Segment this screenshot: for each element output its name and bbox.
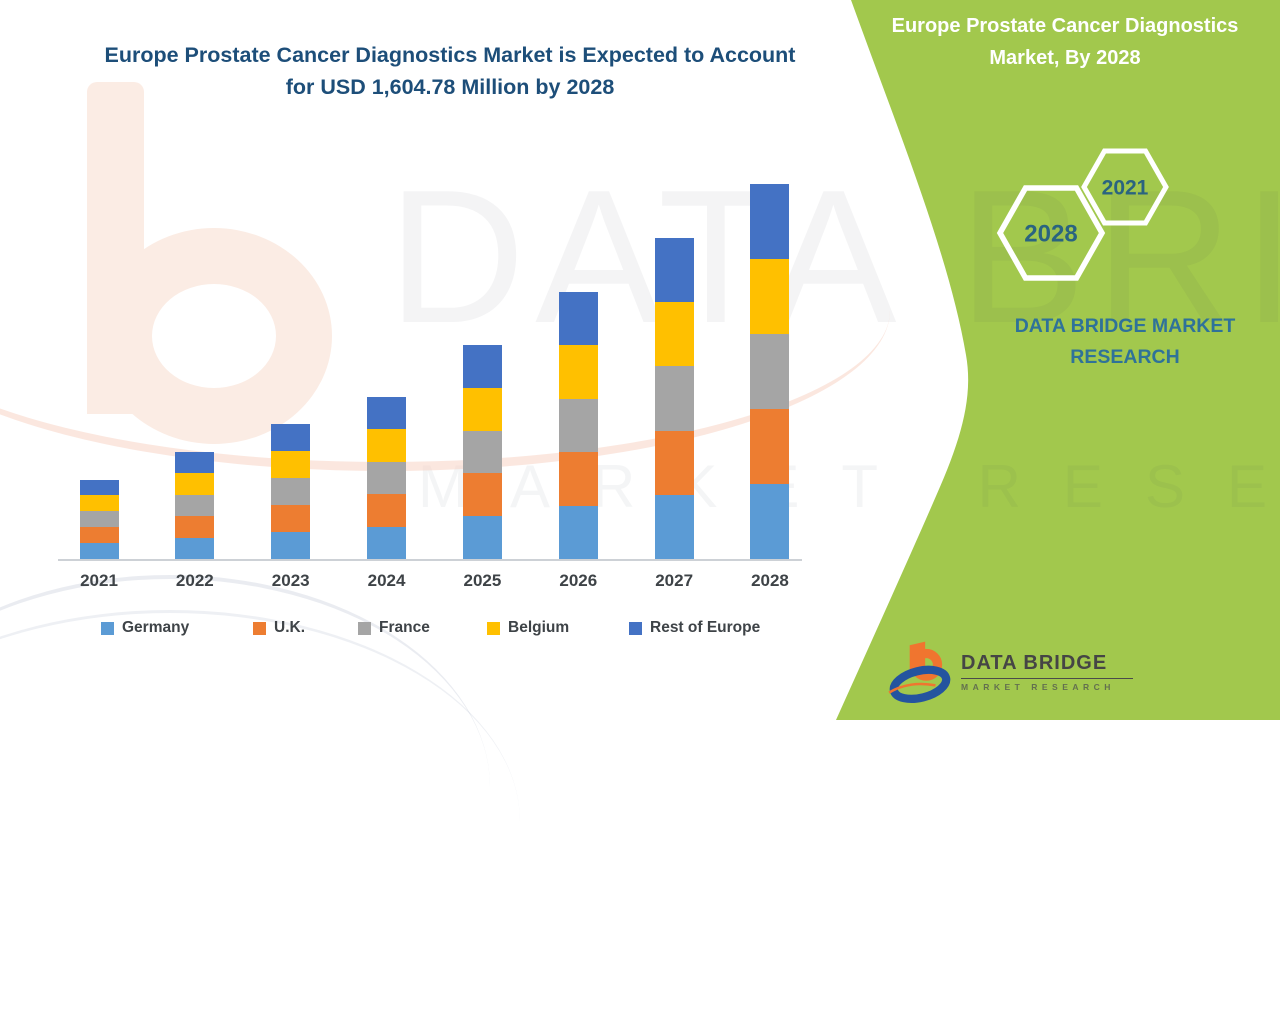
brand-text-line2: RESEARCH — [1070, 346, 1180, 368]
bar-segment-restofeurope-2028 — [750, 184, 790, 259]
bar-segment-belgium-2025 — [462, 387, 502, 431]
legend-label-belgium: Belgium — [508, 619, 570, 636]
logo-name-text: DATA BRIDGE — [961, 651, 1108, 674]
bar-segment-germany-2023 — [271, 532, 311, 559]
side-panel-title-line2: Market, By 2028 — [989, 47, 1141, 69]
watermark-pink-swoosh — [0, 150, 890, 471]
bar-segment-uk-2025 — [462, 473, 502, 517]
bar-segment-germany-2021 — [79, 543, 119, 559]
stacked-bar-chart — [60, 180, 800, 559]
bar-2025 — [462, 345, 502, 559]
bar-segment-restofeurope-2026 — [558, 292, 598, 346]
logo-divider-line — [961, 677, 1133, 680]
chart-title-line1: Europe Prostate Cancer Diagnostics Marke… — [104, 43, 796, 67]
legend-swatch-france — [358, 621, 371, 635]
x-axis-label-2023: 2023 — [271, 571, 310, 590]
bar-segment-uk-2024 — [367, 494, 407, 527]
bar-segment-belgium-2021 — [79, 495, 119, 512]
bar-segment-restofeurope-2021 — [79, 479, 119, 496]
hexagon-2028 — [996, 185, 1106, 281]
bar-segment-uk-2027 — [654, 430, 694, 495]
bar-segment-france-2024 — [367, 461, 407, 494]
bar-segment-belgium-2023 — [271, 451, 311, 478]
legend-swatch-belgium — [487, 621, 500, 635]
green-panel-shape — [836, 0, 1280, 720]
bar-segment-belgium-2022 — [175, 473, 215, 495]
year-hexagons: 2021 2028 — [996, 148, 1169, 281]
chart-legend: Germany U.K. France Belgium Rest of Europe — [0, 619, 840, 645]
bar-2021 — [79, 479, 119, 559]
legend-label-uk: U.K. — [274, 619, 305, 636]
bar-segment-uk-2021 — [79, 527, 119, 544]
bar-segment-belgium-2028 — [750, 259, 790, 334]
bar-2026 — [558, 292, 598, 559]
brand-text-line1: DATA BRIDGE MARKET — [1014, 315, 1236, 337]
bar-segment-france-2028 — [750, 334, 790, 409]
x-axis-label-2024: 2024 — [367, 571, 406, 590]
hexagon-2021-label: 2021 — [1102, 177, 1149, 200]
legend-item-germany: Germany — [101, 619, 189, 637]
bar-segment-france-2023 — [271, 478, 311, 505]
bar-segment-france-2021 — [79, 511, 119, 528]
bar-segment-restofeurope-2023 — [271, 424, 311, 451]
bar-segment-belgium-2024 — [367, 429, 407, 462]
legend-item-france: France — [358, 619, 430, 637]
legend-item-uk: U.K. — [253, 619, 305, 637]
legend-swatch-germany — [101, 621, 114, 635]
green-side-panel — [836, 0, 1280, 720]
x-axis-label-2022: 2022 — [175, 571, 214, 590]
legend-swatch-uk — [253, 621, 266, 635]
bar-2028 — [750, 184, 790, 559]
bar-2024 — [367, 396, 407, 559]
bar-segment-germany-2024 — [367, 526, 407, 559]
bar-segment-uk-2026 — [558, 452, 598, 506]
bar-segment-restofeurope-2024 — [367, 396, 407, 429]
hexagon-2028-label: 2028 — [1024, 221, 1077, 248]
bar-segment-france-2027 — [654, 366, 694, 431]
bar-segment-germany-2022 — [175, 537, 215, 559]
bar-2022 — [175, 452, 215, 559]
x-axis-label-2027: 2027 — [655, 571, 694, 590]
bar-segment-germany-2027 — [654, 494, 694, 559]
x-axis-label-2028: 2028 — [751, 571, 789, 590]
x-axis-label-2021: 2021 — [80, 571, 118, 590]
legend-label-restofeurope: Rest of Europe — [650, 619, 761, 636]
bar-segment-belgium-2026 — [558, 345, 598, 399]
legend-label-germany: Germany — [122, 619, 190, 636]
chart-title-line2: for USD 1,604.78 Million by 2028 — [285, 75, 615, 99]
brand-text: DATA BRIDGE MARKET RESEARCH — [950, 311, 1280, 373]
x-axis-line — [58, 559, 802, 561]
bar-2023 — [271, 424, 311, 559]
legend-item-restofeurope: Rest of Europe — [629, 619, 760, 637]
data-bridge-logo: DATA BRIDGE MARKET RESEARCH — [888, 634, 1133, 710]
legend-swatch-restofeurope — [629, 621, 642, 635]
hexagon-2021 — [1081, 148, 1169, 226]
bar-segment-restofeurope-2022 — [175, 452, 215, 474]
legend-label-france: France — [379, 619, 430, 636]
bar-segment-germany-2026 — [558, 505, 598, 559]
bar-segment-uk-2028 — [750, 409, 790, 484]
bar-segment-uk-2022 — [175, 516, 215, 538]
x-axis-labels: 2021 2022 2023 2024 2025 2026 2027 2028 — [60, 571, 800, 597]
logo-subtext: MARKET RESEARCH — [961, 682, 1115, 693]
bar-2027 — [654, 238, 694, 559]
data-bridge-logo-icon — [888, 641, 951, 704]
bar-segment-restofeurope-2027 — [654, 238, 694, 303]
bar-segment-france-2025 — [462, 430, 502, 474]
x-axis-label-2025: 2025 — [463, 571, 502, 590]
side-panel-title: Europe Prostate Cancer Diagnostics Marke… — [865, 10, 1265, 74]
chart-title: Europe Prostate Cancer Diagnostics Marke… — [70, 39, 830, 103]
side-panel-title-line1: Europe Prostate Cancer Diagnostics — [891, 15, 1239, 37]
bar-segment-restofeurope-2025 — [462, 345, 502, 388]
bar-segment-germany-2025 — [462, 516, 502, 559]
bar-segment-uk-2023 — [271, 505, 311, 532]
bar-segment-france-2022 — [175, 494, 215, 517]
x-axis-label-2026: 2026 — [559, 571, 598, 590]
bar-segment-france-2026 — [558, 398, 598, 453]
bar-segment-belgium-2027 — [654, 302, 694, 367]
legend-item-belgium: Belgium — [487, 619, 569, 637]
bar-segment-germany-2028 — [750, 484, 790, 559]
